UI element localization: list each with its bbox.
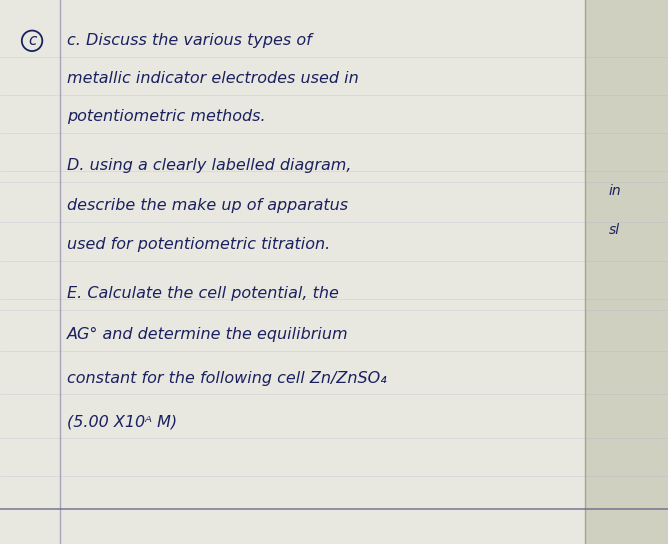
- Text: c. Discuss the various types of: c. Discuss the various types of: [67, 33, 311, 48]
- Text: (5.00 X10ᴬ M): (5.00 X10ᴬ M): [67, 414, 177, 429]
- Text: in: in: [609, 184, 621, 199]
- Text: sl: sl: [609, 222, 620, 237]
- Text: constant for the following cell Zn/ZnSO₄: constant for the following cell Zn/ZnSO₄: [67, 370, 386, 386]
- Text: E. Calculate the cell potential, the: E. Calculate the cell potential, the: [67, 286, 339, 301]
- Text: AG° and determine the equilibrium: AG° and determine the equilibrium: [67, 327, 349, 342]
- Bar: [584, 0, 668, 544]
- Text: used for potentiometric titration.: used for potentiometric titration.: [67, 237, 330, 252]
- Text: metallic indicator electrodes used in: metallic indicator electrodes used in: [67, 71, 359, 86]
- Text: c: c: [28, 33, 36, 48]
- Text: describe the make up of apparatus: describe the make up of apparatus: [67, 198, 348, 213]
- Text: D. using a clearly labelled diagram,: D. using a clearly labelled diagram,: [67, 158, 351, 174]
- Text: potentiometric methods.: potentiometric methods.: [67, 109, 265, 125]
